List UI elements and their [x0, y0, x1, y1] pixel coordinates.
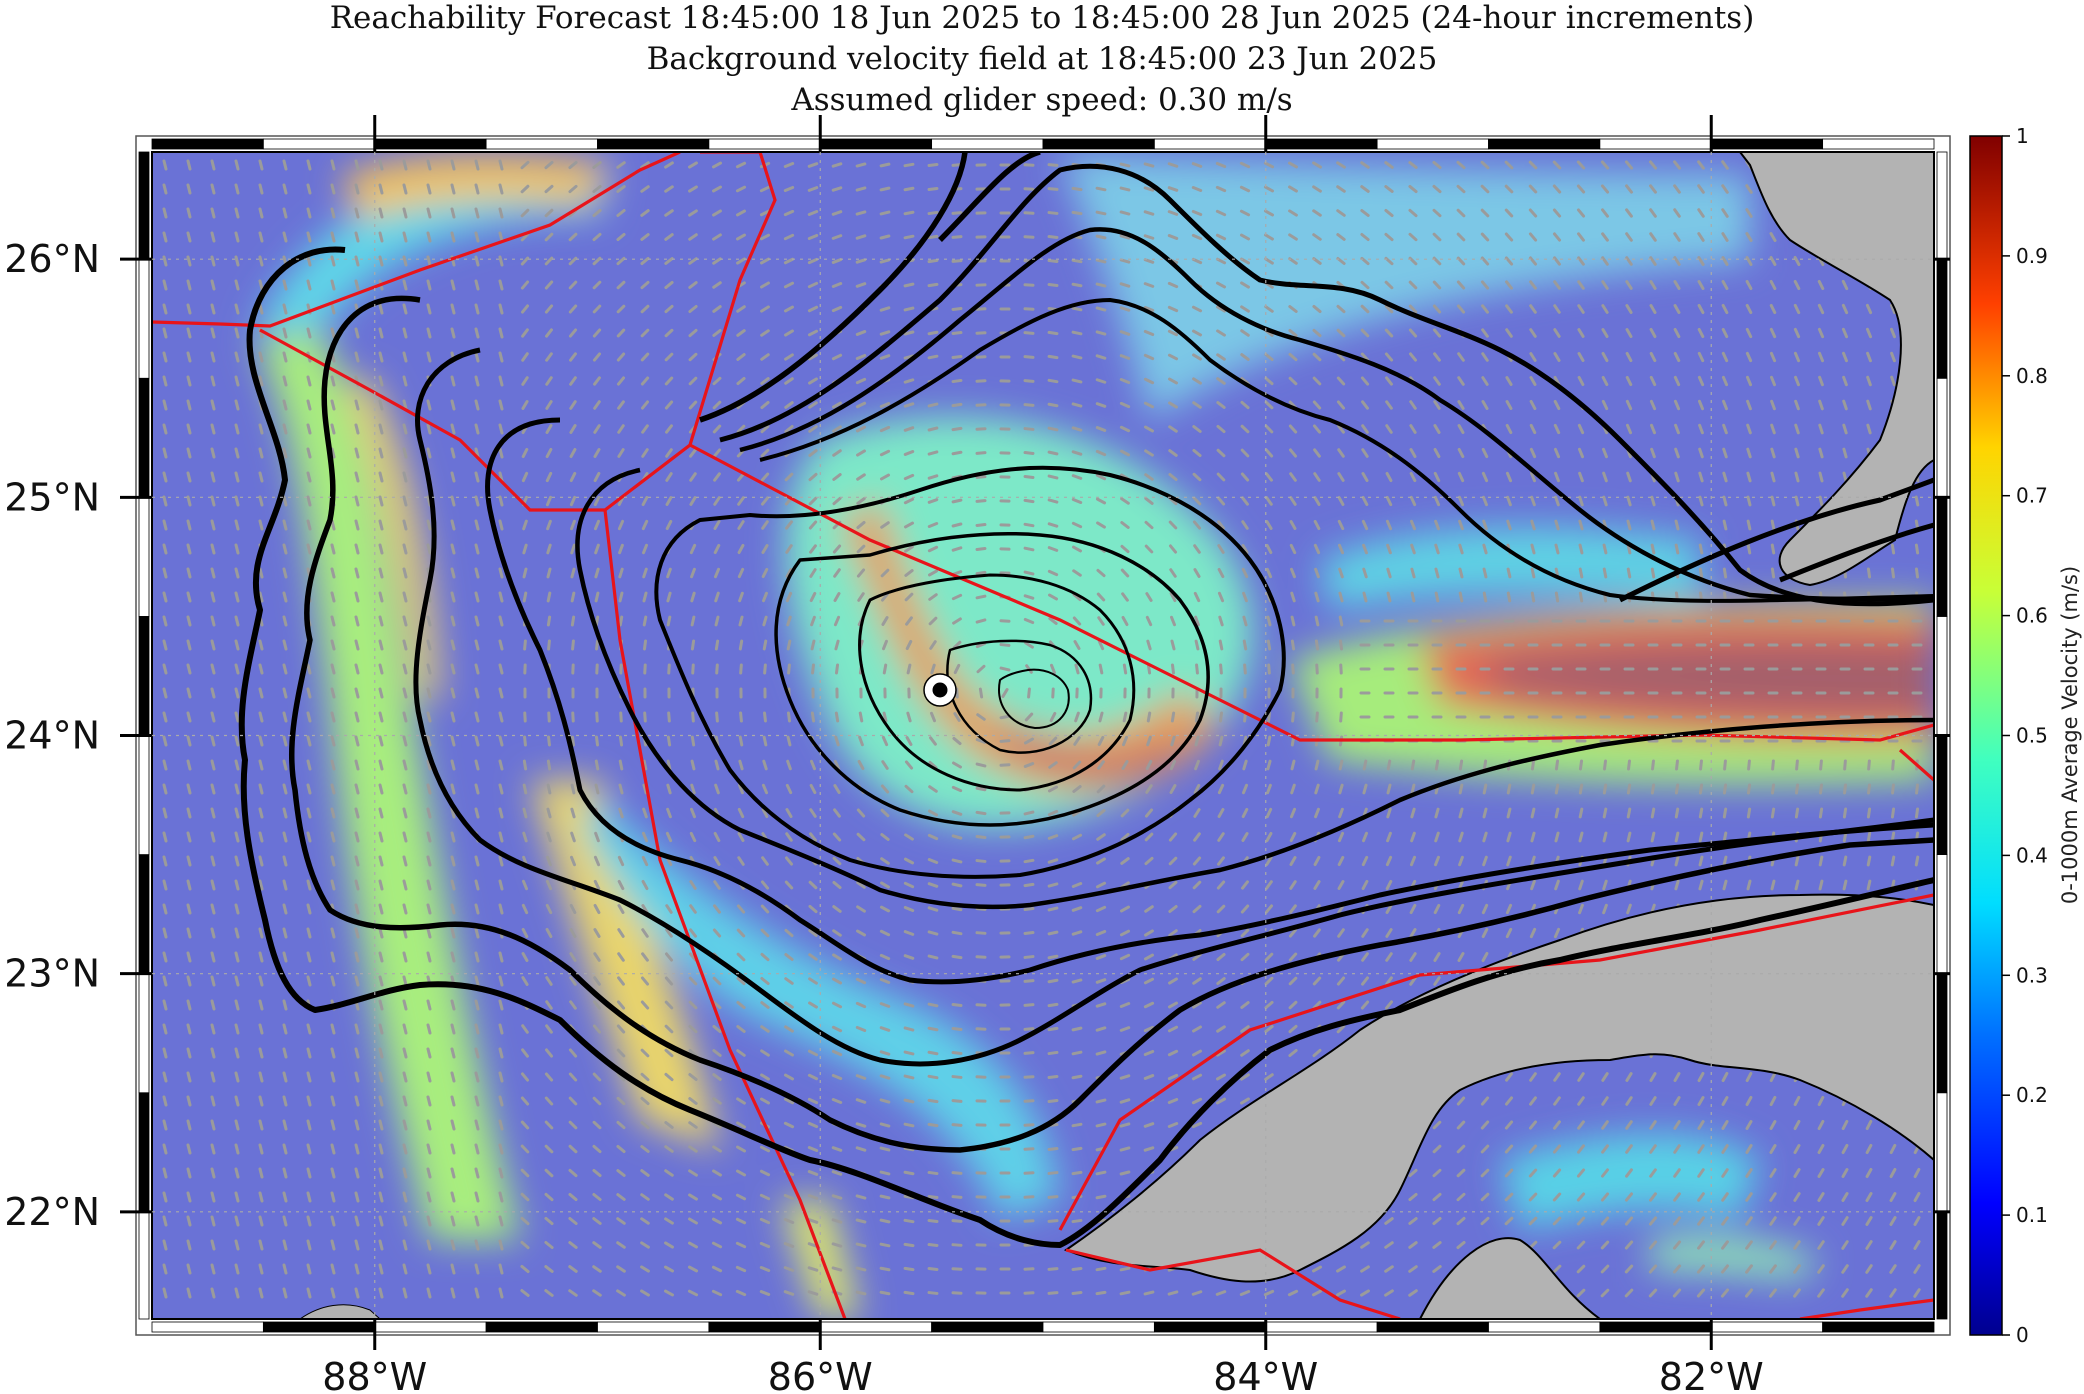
- colorbar-tick-label: 0.5: [2016, 724, 2048, 748]
- lat-tick-label: 25°N: [4, 475, 100, 519]
- lat-tick-label: 26°N: [4, 237, 100, 281]
- colorbar-ticks: 0 0.1 0.2 0.3 0.4 0.5 0.6 0.7 0.8 0.9 1: [2002, 124, 2048, 1347]
- glider-start-point: [923, 673, 957, 707]
- lat-tick-label: 24°N: [4, 714, 100, 758]
- colorbar: 0 0.1 0.2 0.3 0.4 0.5 0.6 0.7 0.8 0.9 1 0-1000m Av…: [1969, 124, 2082, 1347]
- reachability-contours: [238, 152, 1934, 1248]
- reachability-contour-day-7: [485, 417, 1934, 985]
- reachability-contour-day-4: [774, 531, 1210, 827]
- colorbar-gradient: [1969, 135, 2003, 1336]
- colorbar-tick-label: 0.6: [2016, 604, 2048, 628]
- lon-tick-label: 82°W: [1659, 1355, 1764, 1394]
- longitude-labels: 88°W 86°W 84°W 82°W: [322, 115, 1764, 1394]
- reachability-contour-day-6: [575, 467, 1934, 910]
- land-cuba-south: [1418, 1237, 1602, 1319]
- reachability-contour-day-1: [998, 668, 1070, 729]
- colorbar-tick-label: 0.4: [2016, 843, 2048, 867]
- colorbar-tick-label: 0.7: [2016, 484, 2048, 508]
- land-cuba: [1063, 893, 1934, 1283]
- colorbar-tick-label: 0.8: [2016, 364, 2048, 388]
- reachability-contour-day-3: [858, 573, 1136, 792]
- reachability-contour-day-9: [288, 295, 1934, 1153]
- colorbar-tick-label: 0: [2016, 1323, 2029, 1347]
- lon-tick-label: 88°W: [322, 1355, 427, 1394]
- land-florida-keys-coast: [1738, 152, 1934, 587]
- latitude-labels: 26°N 25°N 24°N 23°N 22°N: [4, 237, 1950, 1234]
- reachability-contour-day-2: [946, 639, 1093, 754]
- title-line-1: Reachability Forecast 18:45:00 18 Jun 20…: [329, 0, 1755, 36]
- colorbar-tick-label: 0.3: [2016, 963, 2048, 987]
- lon-tick-label: 84°W: [1213, 1355, 1318, 1394]
- title-line-2: Background velocity field at 18:45:00 23…: [646, 41, 1438, 77]
- colorbar-tick-label: 0.1: [2016, 1203, 2048, 1227]
- reachability-contour-day-10: [238, 246, 1934, 1248]
- lat-tick-label: 22°N: [4, 1190, 100, 1234]
- reachability-contour-day-5: [654, 465, 1286, 879]
- colorbar-tick-label: 0.2: [2016, 1083, 2048, 1107]
- lon-tick-label: 86°W: [768, 1355, 873, 1394]
- lat-tick-label: 23°N: [4, 952, 100, 996]
- eez-boundaries: [152, 152, 1934, 1319]
- colorbar-tick-label: 0.9: [2016, 244, 2048, 268]
- land-yucatan: [299, 1304, 381, 1319]
- colorbar-tick-label: 1: [2016, 124, 2029, 148]
- colorbar-label: 0-1000m Average Velocity (m/s): [2058, 566, 2082, 904]
- velocity-arrows: [162, 159, 1923, 1299]
- title-line-3: Assumed glider speed: 0.30 m/s: [791, 82, 1293, 118]
